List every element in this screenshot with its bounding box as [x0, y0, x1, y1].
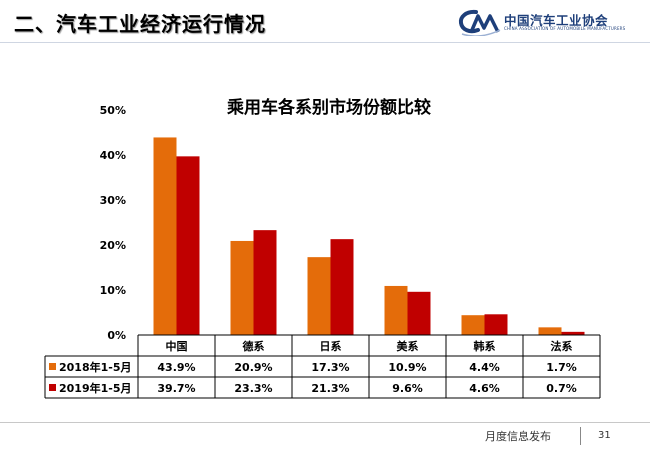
data-cell: 21.3%	[311, 382, 349, 395]
legend-swatch	[49, 363, 56, 370]
category-label: 美系	[397, 339, 419, 353]
legend-label: 2018年1-5月	[59, 360, 132, 374]
bar-2018	[384, 285, 408, 335]
bar-2019	[176, 156, 200, 335]
y-tick-label: 0%	[107, 329, 126, 342]
bar-2018	[230, 240, 254, 335]
slide-header: 二、汽车工业经济运行情况 中国汽车工业协会 CHINA ASSOCIATION …	[0, 0, 650, 44]
category-label: 日系	[320, 339, 342, 353]
data-cell: 10.9%	[388, 361, 426, 374]
bar-2018	[153, 137, 177, 335]
logo-text: 中国汽车工业协会	[504, 13, 609, 28]
bars-group	[153, 137, 585, 335]
data-table: 中国 德系 日系 美系 韩系 法系 2018年1-5月 43.9% 20.9% 17.3% 10.9…	[44, 334, 601, 399]
bar-2019	[253, 230, 277, 335]
y-tick-label: 10%	[100, 284, 126, 297]
y-tick-label: 20%	[100, 239, 126, 252]
data-cell: 9.6%	[392, 382, 423, 395]
bar-2018	[307, 257, 331, 335]
section-title: 二、汽车工业经济运行情况	[14, 12, 266, 36]
caam-logo: 中国汽车工业协会 CHINA ASSOCIATION OF AUTOMOBILE…	[458, 8, 643, 38]
data-cell: 4.6%	[469, 382, 500, 395]
category-label: 德系	[242, 339, 265, 353]
data-cell: 1.7%	[546, 361, 577, 374]
caam-logo-icon	[458, 9, 501, 36]
chart-title: 乘用车各系别市场份额比较	[226, 97, 431, 118]
data-cell: 17.3%	[311, 361, 349, 374]
category-label: 中国	[166, 339, 188, 353]
footer-divider	[0, 422, 650, 423]
data-cell: 39.7%	[157, 382, 195, 395]
data-cell: 43.9%	[157, 361, 195, 374]
bar-2018	[461, 315, 485, 335]
category-label: 法系	[551, 339, 573, 353]
bar-2019	[484, 314, 508, 335]
bar-2019	[330, 239, 354, 335]
data-cell: 23.3%	[234, 382, 272, 395]
bar-2018	[538, 327, 562, 335]
footer-separator	[580, 427, 581, 445]
logo-subtext: CHINA ASSOCIATION OF AUTOMOBILE MANUFACT…	[504, 26, 626, 31]
data-cell: 0.7%	[546, 382, 577, 395]
y-tick-label: 40%	[100, 149, 126, 162]
bar-2019	[561, 331, 585, 335]
bar-2019	[407, 291, 431, 335]
y-tick-label: 50%	[100, 104, 126, 117]
page-number: 31	[598, 430, 611, 441]
y-axis-ticks: 0% 10% 20% 30% 40% 50%	[100, 104, 126, 342]
legend-swatch	[49, 384, 56, 391]
category-label: 韩系	[474, 339, 496, 353]
footer-text: 月度信息发布	[485, 430, 551, 443]
header-divider	[0, 42, 650, 43]
data-cell: 20.9%	[234, 361, 272, 374]
y-tick-label: 30%	[100, 194, 126, 207]
legend-label: 2019年1-5月	[59, 381, 132, 395]
data-cell: 4.4%	[469, 361, 500, 374]
